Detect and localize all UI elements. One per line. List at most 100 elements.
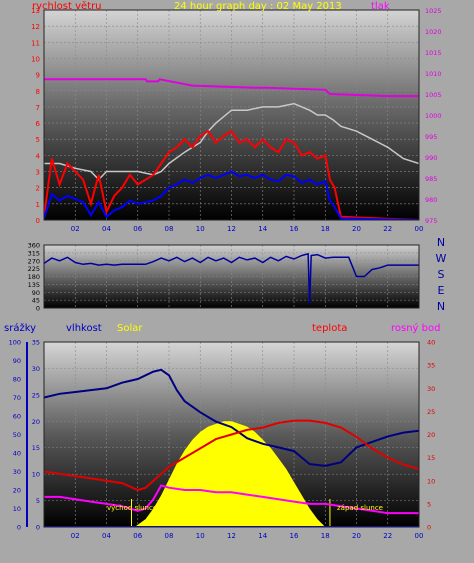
wind-gust-line — [44, 129, 419, 220]
direction-y-tick-label: 315 — [28, 249, 40, 257]
temperature-y-tick-label: 15 — [427, 454, 435, 462]
rain-y-tick-label: 30 — [13, 468, 21, 476]
x-tick-label: 22 — [383, 532, 392, 540]
wind-average-line — [44, 170, 419, 220]
x-tick-label: 06 — [133, 532, 142, 540]
wind-y-tick-label: 9 — [36, 72, 40, 80]
rain-y-tick-label: 50 — [13, 431, 21, 439]
compass-label: W — [436, 252, 447, 265]
wind-y-tick-label: 4 — [36, 152, 41, 160]
humidity-y-tick-label: 10 — [32, 471, 40, 479]
humidity-y-tick-label: 25 — [32, 391, 40, 399]
pressure-y-tick-label: 1025 — [425, 7, 442, 15]
humidity-y-tick-label: 35 — [32, 339, 40, 347]
wind-y-tick-label: 3 — [36, 169, 40, 177]
pressure-y-tick-label: 1020 — [425, 28, 442, 36]
pressure-y-tick-label: 975 — [425, 217, 437, 225]
humidity-y-tick-label: 20 — [32, 418, 40, 426]
x-tick-label: 22 — [383, 225, 392, 233]
temperature-y-tick-label: 25 — [427, 408, 435, 416]
pressure-y-tick-label: 980 — [425, 196, 437, 204]
compass-label: N — [437, 236, 445, 249]
temperature-y-tick-label: 0 — [427, 524, 431, 532]
x-tick-label: 08 — [165, 225, 174, 233]
humidity-y-tick-label: 30 — [32, 365, 40, 373]
direction-panel-border — [43, 244, 420, 309]
wind-max-line — [44, 102, 419, 181]
solar-area — [134, 421, 326, 527]
x-tick-label: 08 — [165, 532, 174, 540]
direction-y-tick-label: 90 — [32, 289, 40, 297]
wind-y-tick-label: 10 — [31, 55, 40, 63]
humidity-y-tick-label: 15 — [32, 444, 40, 452]
direction-y-tick-label: 360 — [28, 242, 40, 250]
temperature-y-tick-label: 40 — [427, 339, 435, 347]
temperature-y-tick-label: 30 — [427, 385, 435, 393]
rain-y-tick-label: 40 — [13, 450, 21, 458]
pressure-y-tick-label: 1010 — [425, 70, 442, 78]
x-tick-label: 04 — [102, 532, 111, 540]
pressure-y-tick-label: 985 — [425, 175, 437, 183]
rain-y-tick-label: 10 — [13, 505, 21, 513]
rain-y-tick-label: 60 — [13, 413, 21, 421]
temperature-title: teplota — [312, 323, 347, 334]
direction-y-tick-label: 45 — [32, 297, 40, 305]
x-tick-label: 04 — [102, 225, 111, 233]
pressure-y-tick-label: 1005 — [425, 91, 442, 99]
x-tick-label: 16 — [290, 225, 299, 233]
humidity-y-tick-label: 5 — [36, 497, 40, 505]
humidity-title: vlhkost — [66, 323, 102, 334]
rain-y-tick-label: 100 — [9, 339, 21, 347]
x-tick-label: 20 — [352, 225, 361, 233]
wind-y-tick-label: 0 — [36, 217, 40, 225]
x-tick-label: 00 — [415, 225, 424, 233]
temperature-y-tick-label: 35 — [427, 362, 435, 370]
wind-y-tick-label: 2 — [36, 185, 40, 193]
temperature-line — [44, 419, 419, 492]
direction-y-tick-label: 180 — [28, 273, 40, 281]
direction-y-tick-label: 270 — [28, 257, 40, 265]
x-tick-label: 06 — [133, 225, 142, 233]
wind-panel-border — [43, 9, 420, 221]
temperature-panel-border — [43, 341, 420, 528]
humidity-line — [44, 368, 419, 467]
wind-y-tick-label: 7 — [36, 104, 40, 112]
sunset-label: západ slunce — [337, 504, 383, 512]
wind-y-tick-label: 13 — [31, 7, 40, 15]
rain-y-tick-label: 70 — [13, 394, 21, 402]
wind-y-tick-label: 1 — [36, 201, 40, 209]
x-tick-label: 14 — [258, 225, 267, 233]
rain-y-tick-label: 0 — [17, 524, 21, 532]
pressure-line — [44, 78, 419, 98]
compass-label: E — [438, 284, 445, 297]
wind-direction-line — [44, 252, 419, 305]
wind-y-tick-label: 12 — [31, 23, 40, 31]
rain-y-tick-label: 80 — [13, 376, 21, 384]
solar-title: Solar — [117, 323, 143, 334]
x-tick-label: 02 — [71, 225, 80, 233]
x-tick-label: 12 — [227, 532, 236, 540]
dewpoint-line — [44, 484, 419, 515]
x-tick-label: 16 — [290, 532, 299, 540]
x-tick-label: 02 — [71, 532, 80, 540]
wind-y-tick-label: 5 — [36, 136, 40, 144]
graph-title: 24 hour graph day : 02 May 2013 — [174, 1, 342, 12]
wind-y-tick-label: 11 — [31, 39, 40, 47]
pressure-title: tlak — [371, 1, 390, 12]
temperature-y-tick-label: 5 — [427, 500, 431, 508]
compass-label: N — [437, 300, 445, 313]
temperature-y-tick-label: 20 — [427, 431, 435, 439]
wind-y-tick-label: 6 — [36, 120, 41, 128]
x-tick-label: 12 — [227, 225, 236, 233]
direction-y-tick-label: 135 — [28, 281, 40, 289]
sunrise-label: východ slunce — [107, 504, 157, 512]
pressure-y-tick-label: 995 — [425, 133, 437, 141]
wind-speed-title: rychlost větru — [32, 0, 102, 12]
x-tick-label: 10 — [196, 532, 205, 540]
direction-y-tick-label: 225 — [28, 265, 40, 273]
x-tick-label: 18 — [321, 532, 330, 540]
humidity-y-tick-label: 0 — [36, 524, 40, 532]
wind-y-tick-label: 8 — [36, 88, 40, 96]
pressure-y-tick-label: 990 — [425, 154, 437, 162]
